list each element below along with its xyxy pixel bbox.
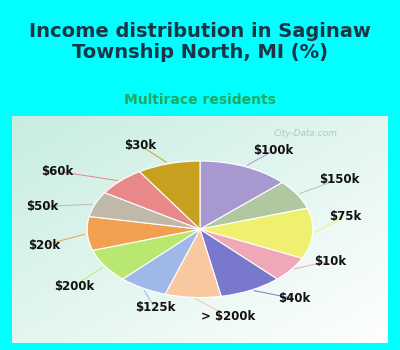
Wedge shape: [200, 161, 282, 229]
Text: $150k: $150k: [319, 173, 359, 186]
Text: $100k: $100k: [253, 144, 294, 157]
Text: $125k: $125k: [135, 301, 175, 314]
Text: City-Data.com: City-Data.com: [273, 129, 337, 138]
Text: $200k: $200k: [54, 280, 94, 293]
Wedge shape: [200, 208, 313, 258]
Text: Multirace residents: Multirace residents: [124, 93, 276, 107]
Wedge shape: [105, 172, 200, 229]
Text: $75k: $75k: [329, 210, 361, 223]
Text: $30k: $30k: [124, 139, 156, 152]
Wedge shape: [93, 229, 200, 279]
Text: $50k: $50k: [26, 200, 58, 213]
Wedge shape: [123, 229, 200, 294]
Wedge shape: [200, 229, 302, 279]
Wedge shape: [200, 183, 307, 229]
Text: > $200k: > $200k: [201, 310, 255, 323]
Wedge shape: [165, 229, 221, 298]
Text: $20k: $20k: [28, 239, 60, 252]
Text: Income distribution in Saginaw
Township North, MI (%): Income distribution in Saginaw Township …: [29, 22, 371, 62]
Wedge shape: [87, 216, 200, 250]
Text: $10k: $10k: [314, 254, 346, 268]
Wedge shape: [89, 193, 200, 229]
Text: $60k: $60k: [41, 165, 73, 178]
Wedge shape: [140, 161, 200, 229]
Text: $40k: $40k: [278, 292, 310, 305]
Wedge shape: [200, 229, 277, 296]
